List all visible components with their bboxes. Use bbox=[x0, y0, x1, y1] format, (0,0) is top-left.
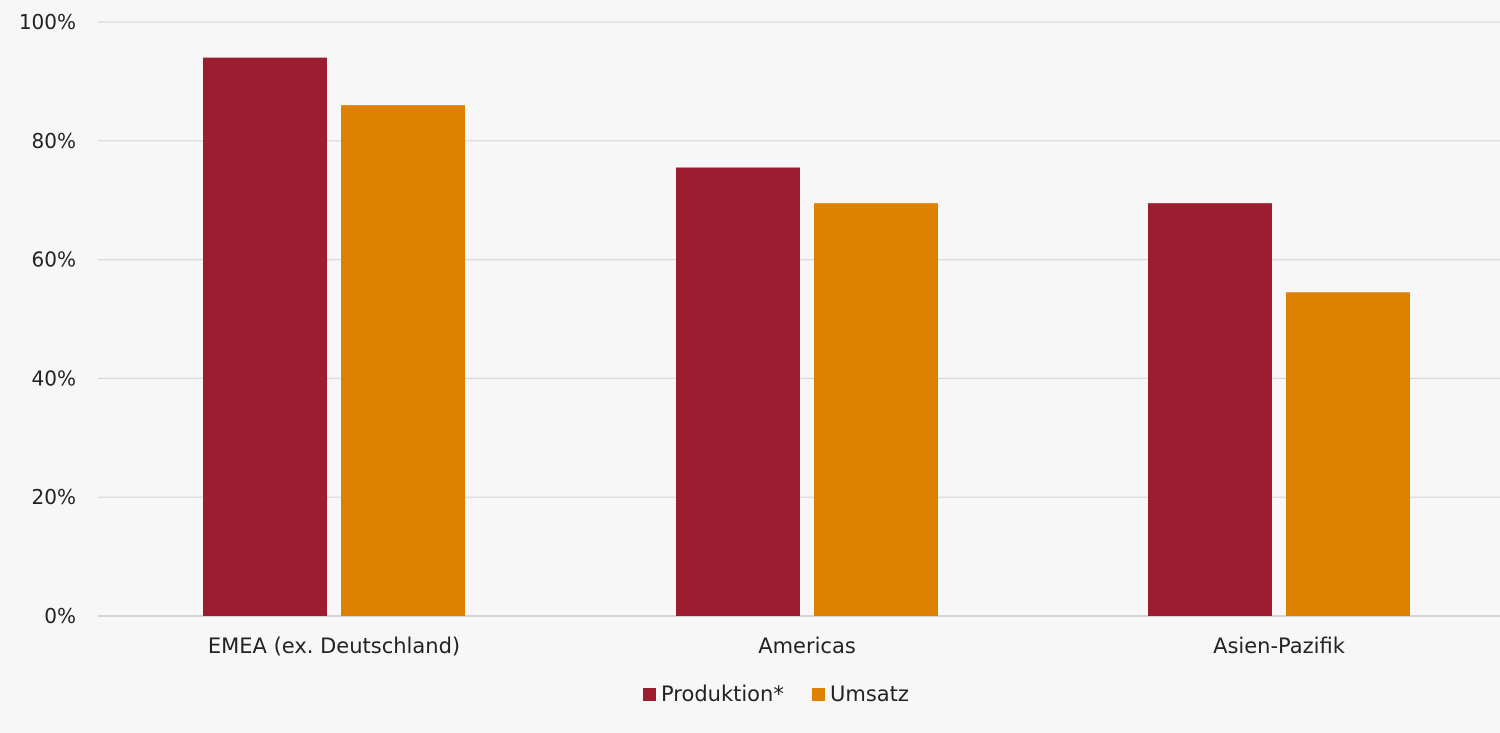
y-tick-label: 80% bbox=[32, 129, 76, 153]
x-axis-labels: EMEA (ex. Deutschland) Americas Asien-Pazi… bbox=[208, 634, 1346, 658]
bar-umsatz-2 bbox=[814, 203, 938, 617]
y-tick-label: 20% bbox=[32, 485, 76, 509]
legend-label: Umsatz bbox=[830, 682, 909, 706]
legend-label: Produktion* bbox=[661, 682, 784, 706]
y-tick-label: 40% bbox=[32, 366, 76, 390]
bar-produktion-1 bbox=[203, 57, 327, 616]
y-tick-label: 0% bbox=[44, 604, 76, 628]
y-axis-ticks: 0% 20% 40% 60% 80% 100% bbox=[19, 10, 76, 628]
bar-umsatz-1 bbox=[341, 105, 465, 616]
legend: Produktion* Umsatz bbox=[643, 682, 909, 706]
legend-swatch bbox=[643, 688, 656, 701]
bars bbox=[203, 57, 1410, 617]
bar-produktion-2 bbox=[676, 167, 800, 616]
y-tick-label: 100% bbox=[19, 10, 76, 34]
x-category-label: EMEA (ex. Deutschland) bbox=[208, 634, 460, 658]
y-tick-label: 60% bbox=[32, 248, 76, 272]
x-category-label: Americas bbox=[758, 634, 856, 658]
bar-umsatz-3 bbox=[1286, 292, 1410, 616]
bar-produktion-3 bbox=[1148, 203, 1272, 617]
legend-swatch bbox=[812, 688, 825, 701]
x-category-label: Asien-Pazifik bbox=[1213, 634, 1346, 658]
